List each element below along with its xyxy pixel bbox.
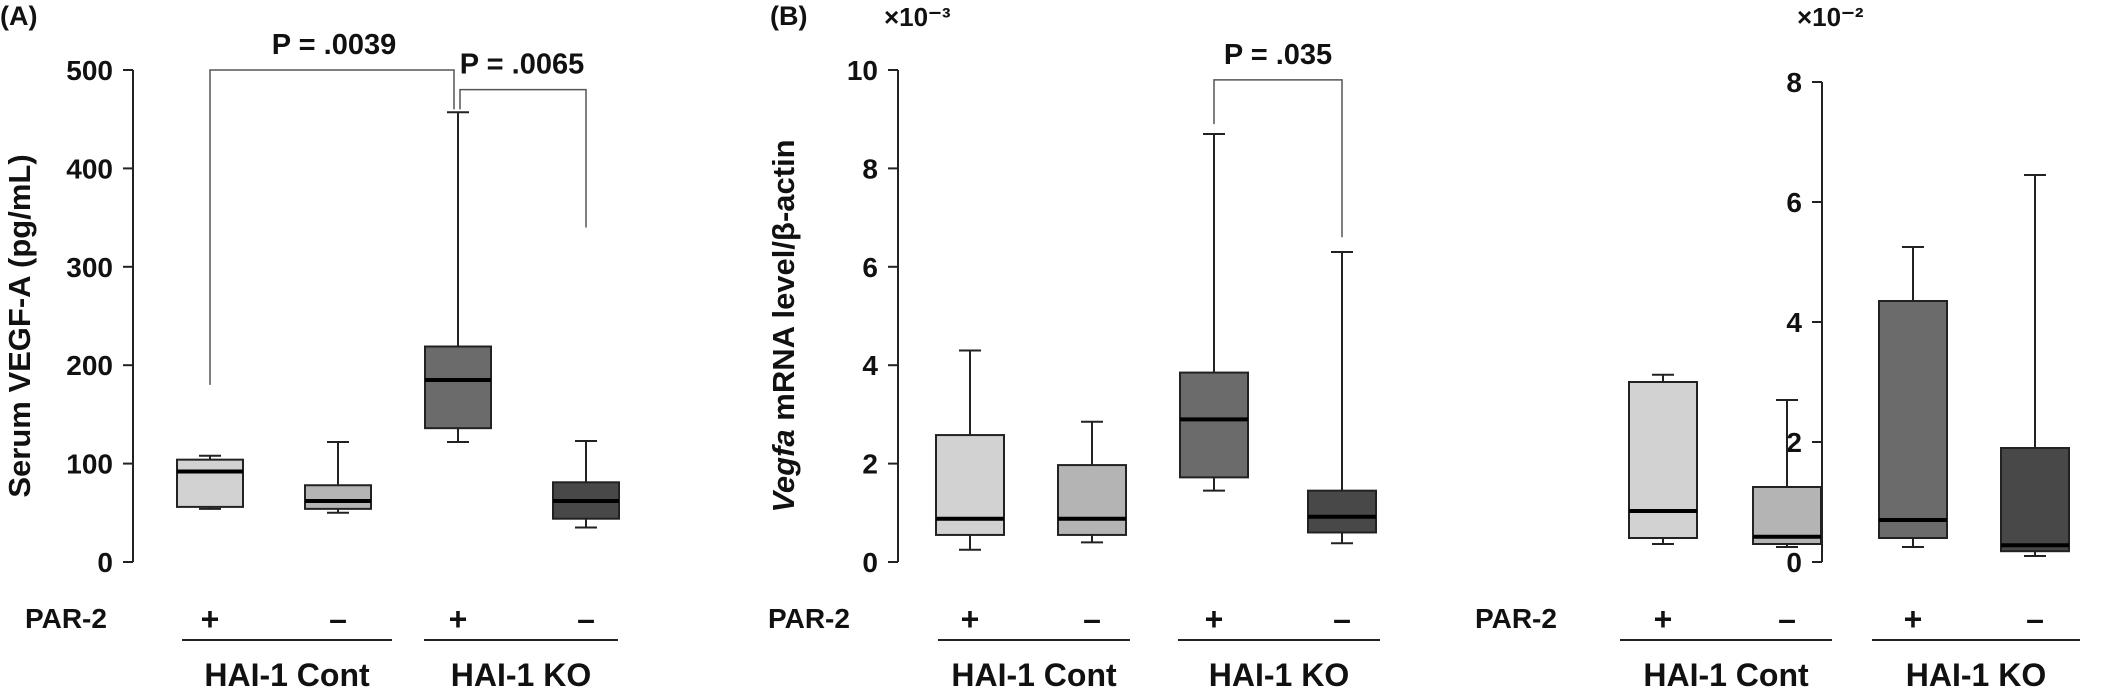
y-tick-label: 6 xyxy=(1786,187,1802,218)
par2-sign: + xyxy=(1904,601,1923,637)
axis-exponent-label: ×10⁻³ xyxy=(884,2,951,32)
box-iqr xyxy=(1752,486,1822,545)
par2-label: PAR-2 xyxy=(25,603,107,634)
par2-sign: – xyxy=(329,601,347,637)
par2-sign: – xyxy=(577,601,595,637)
group-label: HAI-1 Cont xyxy=(1643,657,1809,693)
panel-label: (B) xyxy=(770,1,807,31)
y-axis-title: Serum VEGF-A (pg/mL) xyxy=(2,154,37,497)
group-label: HAI-1 KO xyxy=(1209,657,1349,693)
box-2 xyxy=(1179,132,1249,492)
p-value-label: P = .035 xyxy=(1224,39,1332,71)
box-iqr xyxy=(176,458,244,508)
box-iqr xyxy=(1057,464,1127,536)
box-0 xyxy=(935,349,1005,551)
y-tick-label: 0 xyxy=(862,547,878,578)
box-iqr xyxy=(1307,489,1377,534)
y-tick-label: 100 xyxy=(66,449,113,480)
box-3 xyxy=(1307,251,1377,545)
box-iqr xyxy=(424,345,492,430)
y-tick-label: 400 xyxy=(66,153,113,184)
bracket-line xyxy=(1213,79,1343,238)
y-tick-label: 2 xyxy=(862,449,878,480)
box-1 xyxy=(1752,399,1822,548)
box-0 xyxy=(1628,373,1698,545)
box-iqr xyxy=(1179,371,1249,479)
group-label: HAI-1 KO xyxy=(1906,657,2046,693)
group-label: HAI-1 Cont xyxy=(204,657,370,693)
box-iqr xyxy=(1628,381,1698,539)
par2-sign: + xyxy=(1654,601,1673,637)
p-value-label: P = .0065 xyxy=(460,49,584,81)
y-tick-label: 0 xyxy=(97,547,113,578)
par2-sign: + xyxy=(961,601,980,637)
par2-sign: + xyxy=(201,601,220,637)
group-label: HAI-1 KO xyxy=(451,657,591,693)
par2-sign: – xyxy=(1778,601,1796,637)
box-1 xyxy=(1057,420,1127,544)
p-value-label: P = .0039 xyxy=(272,29,396,61)
box-3 xyxy=(552,439,620,529)
y-tick-label: 8 xyxy=(862,153,878,184)
box-iqr xyxy=(1878,300,1948,539)
bracket-line xyxy=(459,88,587,228)
par2-sign: + xyxy=(1205,601,1224,637)
y-axis-title: Vegfa mRNA level/β-actin xyxy=(766,139,801,512)
y-tick-label: 500 xyxy=(66,55,113,86)
box-2 xyxy=(1878,246,1948,548)
y-tick-label: 300 xyxy=(66,252,113,283)
y-tick-label: 8 xyxy=(1786,67,1802,98)
par2-sign: + xyxy=(449,601,468,637)
y-axis-title-rest: mRNA level/β-actin xyxy=(766,139,801,429)
significance-bracket xyxy=(459,88,587,228)
box-iqr xyxy=(2000,447,2070,553)
par2-label: PAR-2 xyxy=(768,603,850,634)
panel-label: (A) xyxy=(0,1,37,31)
y-tick-label: 10 xyxy=(847,55,878,86)
box-2 xyxy=(424,111,492,443)
par2-label: PAR-2 xyxy=(1475,603,1557,634)
box-1 xyxy=(304,440,372,514)
y-axis-title-italic: Vegfa xyxy=(766,429,801,512)
y-tick-label: 0 xyxy=(1786,547,1802,578)
y-tick-label: 4 xyxy=(1786,307,1802,338)
significance-bracket xyxy=(209,69,455,385)
y-tick-label: 6 xyxy=(862,252,878,283)
box-0 xyxy=(176,454,244,510)
y-tick-label: 4 xyxy=(862,350,878,381)
box-3 xyxy=(2000,174,2070,557)
significance-bracket xyxy=(1213,79,1343,238)
bracket-line xyxy=(209,69,455,385)
par2-sign: – xyxy=(2026,601,2044,637)
y-tick-label: 200 xyxy=(66,350,113,381)
y-tick-label: 2 xyxy=(1786,427,1802,458)
par2-sign: – xyxy=(1333,601,1351,637)
axis-exponent-label: ×10⁻² xyxy=(1797,2,1864,32)
par2-sign: – xyxy=(1083,601,1101,637)
group-label: HAI-1 Cont xyxy=(951,657,1117,693)
box-iqr xyxy=(304,484,372,510)
